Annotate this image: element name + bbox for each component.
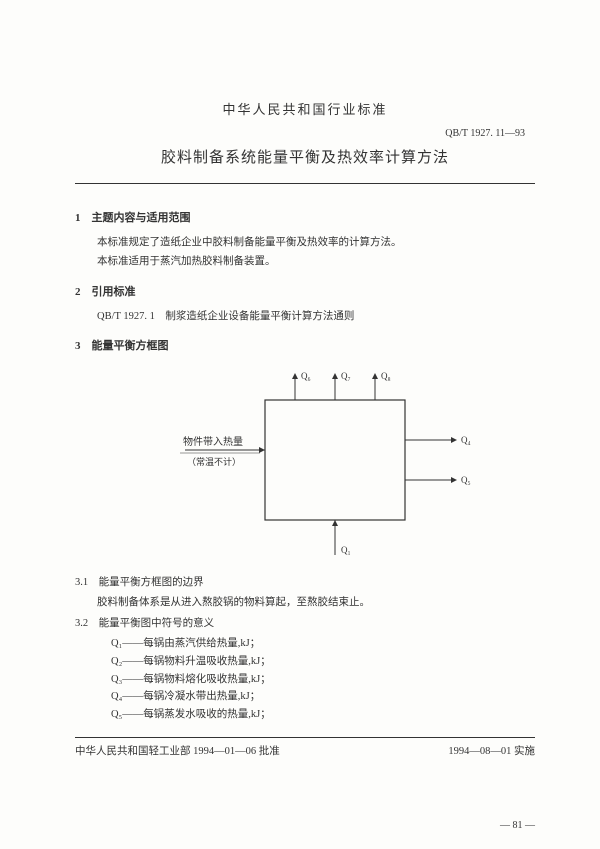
diagram-left-top-label: 物件带入热量: [183, 435, 243, 448]
diagram-label-q4: Q₄: [461, 435, 471, 445]
section-3-1-heading: 3.1 能量平衡方框图的边界: [75, 575, 535, 591]
symbol-list: Q₁——每锅由蒸汽供给热量,kJ； Q₂——每锅物料升温吸收热量,kJ； Q₃—…: [111, 636, 535, 723]
standard-authority: 中华人民共和国行业标准: [75, 100, 535, 120]
section-2-heading: 2 引用标准: [75, 284, 535, 301]
section-3-2-heading: 3.2 能量平衡图中符号的意义: [75, 616, 535, 632]
diagram-label-q6: Q₆: [301, 371, 311, 381]
symbol-item: Q₂——每锅物料升温吸收热量,kJ；: [111, 654, 535, 670]
page-number: — 81 —: [500, 818, 535, 833]
diagram-label-q7: Q₇: [341, 371, 351, 381]
symbol-item: Q₄——每锅冷凝水带出热量,kJ；: [111, 689, 535, 705]
footer-approval: 中华人民共和国轻工业部 1994—01—06 批准: [75, 744, 280, 760]
diagram-label-q8: Q₈: [381, 371, 391, 381]
diagram-label-q1: Q₁: [341, 545, 351, 555]
document-title: 胶料制备系统能量平衡及热效率计算方法: [75, 147, 535, 185]
section-2-reference: QB/T 1927. 1 制浆造纸企业设备能量平衡计算方法通则: [97, 309, 535, 325]
diagram-label-q5: Q₅: [461, 475, 471, 485]
section-1-para-2: 本标准适用于蒸汽加热胶料制备装置。: [97, 254, 535, 270]
section-3-heading: 3 能量平衡方框图: [75, 338, 535, 355]
page-footer: 中华人民共和国轻工业部 1994—01—06 批准 1994—08—01 实施: [75, 737, 535, 760]
energy-balance-diagram: Q₆ Q₇ Q₈ 物件带入热量 （常温不计） Q₄ Q₅ Q₁: [75, 365, 535, 565]
section-1-heading: 1 主题内容与适用范围: [75, 210, 535, 227]
symbol-item: Q₃——每锅物料熔化吸收热量,kJ；: [111, 672, 535, 688]
section-1-para-1: 本标准规定了造纸企业中胶料制备能量平衡及热效率的计算方法。: [97, 235, 535, 251]
symbol-item: Q₅——每锅蒸发水吸收的热量,kJ；: [111, 707, 535, 723]
diagram-left-bottom-label: （常温不计）: [187, 456, 241, 467]
symbol-item: Q₁——每锅由蒸汽供给热量,kJ；: [111, 636, 535, 652]
standard-code: QB/T 1927. 11—93: [75, 126, 535, 141]
section-3-1-para: 胶料制备体系是从进入熬胶锅的物料算起，至熬胶结束止。: [97, 595, 535, 611]
footer-effective: 1994—08—01 实施: [448, 744, 535, 760]
